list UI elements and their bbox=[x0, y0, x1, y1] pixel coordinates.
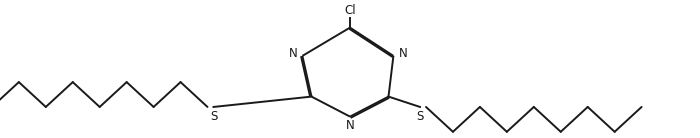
Text: S: S bbox=[210, 110, 217, 123]
Text: S: S bbox=[416, 110, 424, 123]
Text: N: N bbox=[288, 47, 298, 60]
Text: N: N bbox=[398, 47, 407, 60]
Text: Cl: Cl bbox=[344, 4, 356, 17]
Text: N: N bbox=[346, 119, 354, 132]
